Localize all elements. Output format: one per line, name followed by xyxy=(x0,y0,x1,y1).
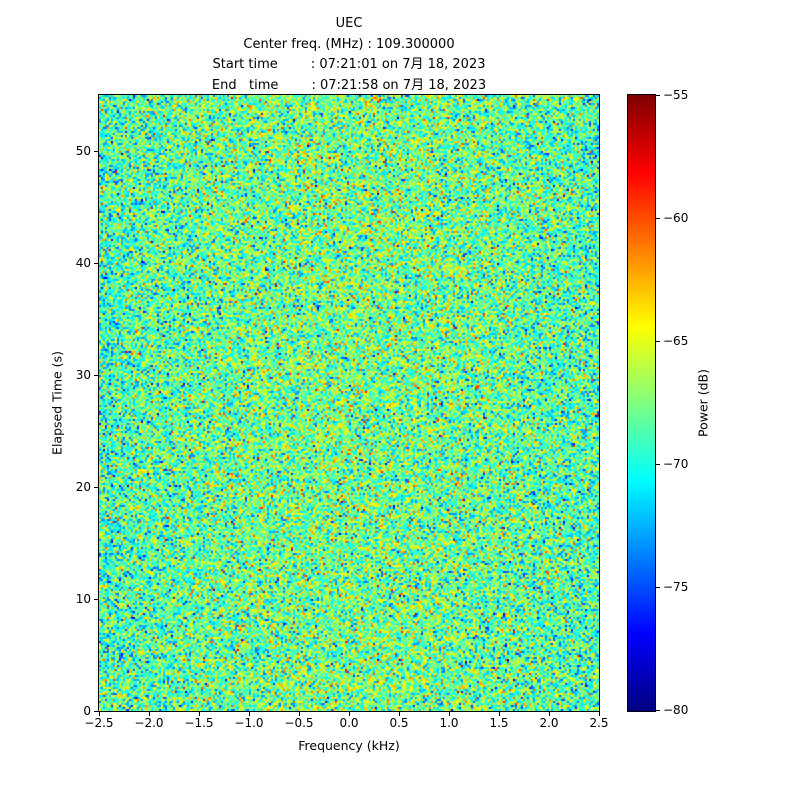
x-tick-mark xyxy=(148,712,150,716)
x-tick-label: 2.5 xyxy=(589,716,609,730)
y-tick-label: 50 xyxy=(75,144,91,158)
x-axis-label: Frequency (kHz) xyxy=(298,738,400,753)
x-tick-mark xyxy=(498,712,500,716)
x-tick-mark xyxy=(598,712,600,716)
x-tick-label: −1.0 xyxy=(234,716,264,730)
header-line-end-time: End time : 07:21:58 on 7月 18, 2023 xyxy=(211,77,487,93)
x-tick-label: −2.0 xyxy=(134,716,164,730)
colorbar-tick-mark xyxy=(656,463,660,465)
colorbar-tick-label: −65 xyxy=(663,334,689,348)
colorbar-tick-label: −60 xyxy=(663,211,689,225)
x-tick-mark xyxy=(448,712,450,716)
x-tick-label: −2.5 xyxy=(84,716,114,730)
spectrogram-canvas xyxy=(99,95,599,711)
y-tick-label: 40 xyxy=(75,256,91,270)
x-tick-mark xyxy=(298,712,300,716)
x-tick-mark xyxy=(98,712,100,716)
colorbar-frame xyxy=(627,94,656,712)
y-tick-mark xyxy=(94,598,98,600)
y-tick-mark xyxy=(94,374,98,376)
colorbar-tick-mark xyxy=(656,340,660,342)
colorbar-tick-label: −75 xyxy=(663,580,689,594)
y-tick-mark xyxy=(94,710,98,712)
x-tick-mark xyxy=(548,712,550,716)
colorbar-tick-mark xyxy=(656,709,660,711)
plot-frame xyxy=(98,94,600,712)
x-tick-mark xyxy=(198,712,200,716)
colorbar-tick-label: −70 xyxy=(663,457,689,471)
colorbar-tick-label: −80 xyxy=(663,703,689,717)
y-tick-mark xyxy=(94,262,98,264)
x-tick-mark xyxy=(248,712,250,716)
colorbar-tick-mark xyxy=(656,586,660,588)
y-tick-mark xyxy=(94,486,98,488)
x-tick-label: 0.0 xyxy=(339,716,359,730)
y-tick-mark xyxy=(94,150,98,152)
x-tick-label: 1.0 xyxy=(439,716,459,730)
header-line-start-time: Start time : 07:21:01 on 7月 18, 2023 xyxy=(212,57,486,72)
x-tick-label: 2.0 xyxy=(539,716,559,730)
title-block: UEC Center freq. (MHz) : 109.300000 Star… xyxy=(99,14,599,96)
x-tick-mark xyxy=(348,712,350,716)
x-tick-label: −0.5 xyxy=(284,716,314,730)
y-tick-label: 20 xyxy=(75,480,91,494)
y-tick-label: 10 xyxy=(75,592,91,606)
header-line-center-freq: Center freq. (MHz) : 109.300000 xyxy=(243,36,455,52)
chart-title: UEC xyxy=(335,16,363,31)
x-tick-label: 0.5 xyxy=(389,716,409,730)
colorbar-label: Power (dB) xyxy=(695,368,711,438)
x-tick-mark xyxy=(398,712,400,716)
colorbar-canvas xyxy=(628,95,655,711)
y-tick-label: 30 xyxy=(75,368,91,382)
x-tick-label: 1.5 xyxy=(489,716,509,730)
colorbar-tick-label: −55 xyxy=(663,88,689,102)
colorbar-tick-mark xyxy=(656,94,660,96)
y-tick-label: 0 xyxy=(83,704,91,718)
colorbar-tick-mark xyxy=(656,217,660,219)
x-tick-label: −1.5 xyxy=(184,716,214,730)
y-axis-label: Elapsed Time (s) xyxy=(49,351,65,455)
